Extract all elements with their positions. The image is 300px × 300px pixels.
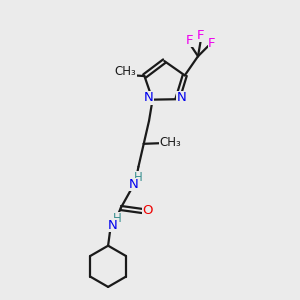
Text: N: N xyxy=(128,178,138,191)
Text: N: N xyxy=(176,91,186,104)
Text: O: O xyxy=(142,204,152,217)
Text: H: H xyxy=(112,212,121,225)
Text: H: H xyxy=(134,171,142,184)
Text: F: F xyxy=(208,37,216,50)
Text: F: F xyxy=(197,29,205,42)
Text: F: F xyxy=(186,34,194,47)
Text: CH₃: CH₃ xyxy=(115,65,136,78)
Text: N: N xyxy=(108,219,118,232)
Text: N: N xyxy=(144,92,154,104)
Text: CH₃: CH₃ xyxy=(159,136,181,148)
